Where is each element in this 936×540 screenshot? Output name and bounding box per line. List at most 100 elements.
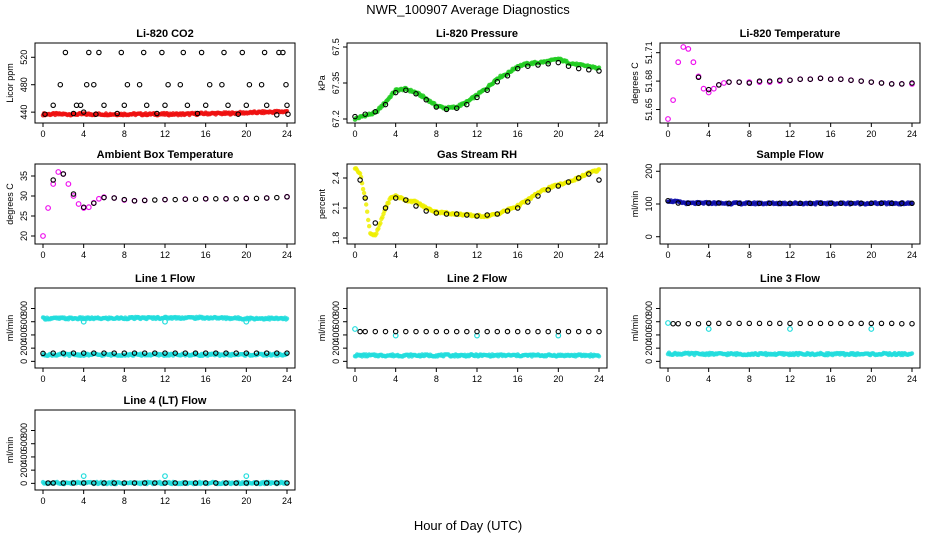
data-point (154, 110, 160, 117)
x-tick-label: 4 (81, 250, 86, 260)
data-point (777, 200, 783, 207)
x-tick-label: 24 (594, 374, 604, 384)
x-tick-label: 12 (472, 129, 482, 139)
data-point (180, 49, 187, 56)
y-tick-label: 440 (19, 105, 29, 120)
data-point (443, 106, 450, 113)
data-point (695, 74, 702, 81)
data-point (596, 177, 602, 183)
data-point (162, 473, 168, 480)
data-point (525, 63, 531, 69)
data-point (474, 94, 480, 101)
data-point (380, 215, 385, 220)
data-point (372, 220, 379, 226)
data-point (756, 200, 763, 207)
y-axis-label: ml/min (5, 315, 15, 342)
data-point (45, 205, 51, 211)
data-point (868, 79, 875, 85)
data-point (202, 196, 209, 202)
data-point (284, 480, 290, 485)
data-point (899, 81, 905, 87)
data-point (141, 350, 148, 356)
x-tick-label: 20 (241, 496, 251, 506)
data-point (192, 480, 199, 486)
data-point (705, 200, 712, 206)
data-point (243, 318, 250, 325)
x-tick-label: 24 (282, 496, 292, 506)
data-point (192, 350, 199, 356)
data-point (360, 186, 366, 192)
data-point (62, 49, 69, 56)
data-point (80, 109, 87, 115)
data-point (357, 177, 363, 183)
y-tick-label: 100 (644, 196, 654, 211)
data-point (357, 171, 363, 176)
data-point (258, 81, 265, 88)
data-point (111, 350, 117, 356)
x-tick-label: 20 (866, 374, 876, 384)
series-line-1-dips (80, 318, 250, 325)
data-point (233, 196, 239, 202)
chart-title: Li-820 Temperature (740, 28, 841, 40)
x-tick-label: 20 (241, 250, 251, 260)
data-point (239, 49, 246, 56)
data-point (91, 350, 97, 356)
data-point (233, 480, 239, 486)
data-point (766, 320, 773, 327)
data-point (726, 79, 732, 85)
data-point (433, 328, 440, 335)
data-point (263, 195, 270, 201)
chart-title: Line 4 (LT) Flow (124, 395, 207, 407)
data-point (858, 78, 864, 84)
data-point (70, 191, 77, 197)
series-line-3-dips (665, 320, 875, 332)
data-point (484, 212, 490, 218)
series-pressure-2-min (352, 56, 602, 122)
x-tick-label: 20 (553, 374, 563, 384)
x-tick-label: 0 (40, 496, 45, 506)
x-tick-label: 24 (907, 129, 917, 139)
series-line-2-flow-2-min (352, 352, 602, 359)
data-point (50, 102, 56, 109)
data-point (165, 81, 171, 88)
data-point (700, 85, 707, 92)
data-point (899, 200, 905, 207)
data-point (596, 328, 602, 335)
x-tick-label: 8 (122, 250, 127, 260)
data-point (121, 350, 128, 356)
plot-frame (346, 42, 608, 124)
x-tick-label: 0 (40, 250, 45, 260)
data-point (878, 80, 885, 86)
data-point (716, 200, 722, 206)
data-point (545, 61, 551, 67)
data-point (888, 320, 895, 327)
x-tick-label: 0 (40, 374, 45, 384)
x-tick-label: 0 (665, 250, 670, 260)
data-point (878, 200, 885, 207)
x-tick-label: 4 (706, 374, 711, 384)
y-tick-label: 25 (19, 211, 29, 221)
data-point (710, 85, 717, 92)
data-point (736, 200, 742, 207)
series-line-2-flow-hourly (357, 328, 602, 335)
data-point (817, 320, 824, 327)
data-point (101, 350, 107, 356)
data-point (453, 211, 460, 217)
chart-title: Line 2 Flow (447, 273, 507, 285)
data-point (555, 328, 562, 335)
x-tick-label: 4 (81, 374, 86, 384)
data-point (868, 320, 875, 327)
data-point (253, 195, 260, 202)
x-tick-label: 8 (434, 250, 439, 260)
y-tick-label: 0 (331, 359, 341, 364)
data-point (60, 350, 67, 356)
x-tick-label: 8 (747, 250, 752, 260)
x-tick-label: 12 (785, 129, 795, 139)
x-tick-label: 16 (201, 129, 211, 139)
data-point (263, 102, 270, 109)
data-point (423, 97, 429, 103)
data-point (535, 193, 541, 199)
data-point (746, 320, 753, 327)
x-tick-label: 0 (352, 374, 357, 384)
